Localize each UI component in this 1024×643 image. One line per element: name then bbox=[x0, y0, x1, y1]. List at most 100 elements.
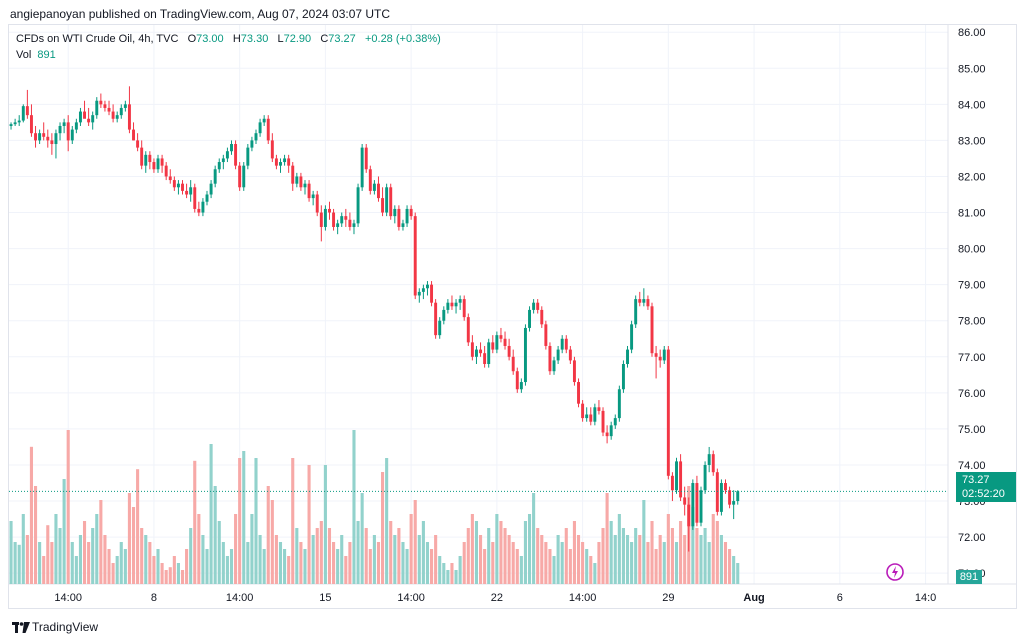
candle-body bbox=[209, 183, 213, 195]
candle-body bbox=[499, 335, 503, 339]
candle-body bbox=[99, 100, 103, 105]
volume-bar bbox=[650, 521, 654, 584]
candle-body bbox=[454, 302, 458, 307]
volume-bar bbox=[364, 528, 368, 584]
low-value: 72.90 bbox=[283, 33, 312, 45]
candle-body bbox=[474, 349, 478, 357]
alert-clock-icon[interactable] bbox=[885, 562, 905, 582]
candle-body bbox=[568, 349, 572, 361]
candle-body bbox=[291, 165, 295, 184]
candle-body bbox=[168, 176, 172, 181]
volume-bar bbox=[421, 521, 425, 584]
volume-bar bbox=[29, 446, 34, 584]
volume-bar bbox=[397, 528, 401, 584]
candle-body bbox=[160, 158, 164, 166]
candle-body bbox=[9, 124, 13, 126]
volume-bar bbox=[209, 444, 213, 584]
volume-bar bbox=[568, 549, 572, 584]
volume-bar bbox=[131, 507, 136, 584]
candle-body bbox=[303, 183, 307, 188]
candle-body bbox=[528, 309, 532, 328]
candle-body bbox=[540, 309, 544, 325]
y-tick-label: 86.00 bbox=[958, 27, 986, 39]
volume-bar bbox=[601, 528, 605, 584]
volume-bar bbox=[662, 542, 666, 584]
candle-body bbox=[185, 190, 189, 195]
volume-bar bbox=[180, 570, 185, 584]
candle-body bbox=[393, 208, 397, 217]
last-price-value: 73.27 bbox=[962, 474, 990, 486]
volume-bar bbox=[340, 535, 344, 584]
volume-bar bbox=[715, 521, 719, 584]
volume-bar bbox=[205, 549, 209, 584]
volume-bar bbox=[278, 542, 283, 584]
candle-body bbox=[662, 349, 666, 361]
y-tick-label: 72.00 bbox=[958, 532, 986, 544]
volume-bar bbox=[605, 493, 609, 584]
candle-body bbox=[201, 201, 205, 213]
candle-body bbox=[564, 338, 568, 350]
candle-body bbox=[29, 115, 33, 134]
volume-bar bbox=[552, 556, 556, 584]
volume-bar bbox=[99, 500, 103, 584]
volume-bar bbox=[33, 486, 38, 584]
candle-body bbox=[626, 349, 629, 365]
vol-value: 891 bbox=[37, 49, 56, 61]
vol-label: Vol bbox=[16, 49, 32, 61]
candle-body bbox=[197, 208, 201, 213]
volume-bar bbox=[621, 528, 625, 584]
candle-body bbox=[283, 158, 287, 163]
volume-bar bbox=[634, 528, 638, 584]
candle-body bbox=[181, 183, 184, 191]
candle-body bbox=[34, 133, 38, 141]
candle-body bbox=[544, 324, 548, 346]
candle-body bbox=[483, 353, 487, 365]
x-tick-label: 22 bbox=[491, 592, 503, 604]
candle-body bbox=[234, 144, 238, 166]
volume-bar bbox=[189, 528, 193, 584]
candle-body bbox=[560, 338, 564, 350]
candle-body bbox=[593, 407, 597, 422]
candle-body bbox=[572, 360, 576, 383]
volume-bar bbox=[274, 535, 278, 584]
candle-body bbox=[66, 122, 70, 141]
candle-body bbox=[246, 147, 250, 166]
volume-bar bbox=[434, 535, 438, 584]
candle-body bbox=[136, 140, 140, 148]
volume-bar bbox=[197, 514, 201, 584]
volume-bar bbox=[666, 514, 670, 584]
volume-bar bbox=[532, 493, 536, 584]
volume-bar bbox=[352, 430, 356, 584]
volume-bar bbox=[46, 525, 50, 584]
candle-body bbox=[479, 349, 483, 354]
candle-body bbox=[413, 216, 417, 296]
volume-bar bbox=[246, 542, 250, 584]
last-volume-tag: 891 bbox=[956, 570, 982, 584]
volume-bar bbox=[66, 430, 70, 584]
volume-bar bbox=[470, 514, 474, 584]
y-tick-label: 74.00 bbox=[958, 460, 986, 472]
candle-body bbox=[377, 183, 380, 199]
candle-body bbox=[74, 122, 78, 130]
candle-body bbox=[127, 104, 131, 130]
candle-body bbox=[38, 133, 42, 141]
candle-body bbox=[581, 403, 585, 419]
volume-bar bbox=[25, 535, 29, 584]
candle-body bbox=[13, 122, 17, 125]
volume-bar bbox=[119, 542, 123, 584]
volume-bar bbox=[368, 549, 372, 584]
bar-countdown: 02:52:20 bbox=[962, 488, 1005, 500]
candle-body bbox=[462, 299, 466, 318]
candle-body bbox=[621, 364, 625, 390]
volume-bar bbox=[429, 549, 434, 584]
volume-bar bbox=[360, 493, 364, 584]
volume-bar bbox=[625, 535, 630, 584]
candle-body bbox=[466, 317, 470, 343]
volume-bar bbox=[613, 535, 617, 584]
volume-bar bbox=[74, 556, 78, 584]
candle-body bbox=[360, 147, 364, 188]
candle-body bbox=[495, 335, 499, 350]
volume-bar bbox=[630, 542, 634, 584]
x-tick-label: Aug bbox=[743, 592, 764, 604]
